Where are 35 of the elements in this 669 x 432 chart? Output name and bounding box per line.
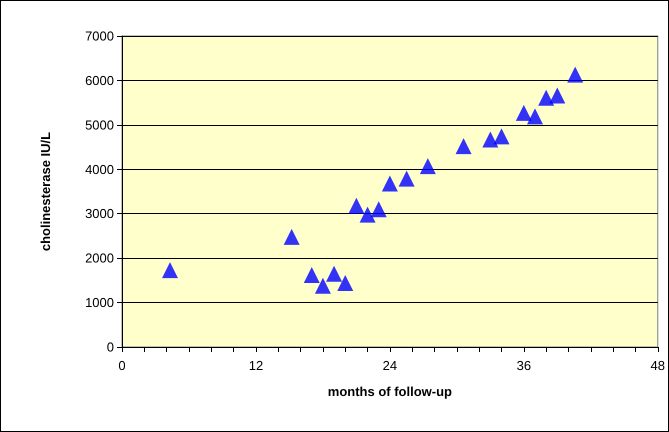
point [348,198,364,214]
x-tick-label: 0 [118,358,126,373]
y-tick-label: 5000 [85,117,114,132]
y-axis-title: cholinesterase IU/L [38,132,53,252]
y-tick-label: 6000 [85,72,114,88]
point [314,278,331,294]
x-tick-label: 24 [382,358,398,373]
point [398,170,415,187]
y-tick-label: 3000 [85,206,114,222]
point [482,132,498,148]
y-tick-label: 4000 [85,162,114,177]
point [516,104,532,121]
point [360,206,376,223]
point [456,138,472,154]
point [567,66,584,83]
x-tick-label: 36 [516,358,532,373]
point [526,108,543,124]
x-axis-title: months of follow-up [328,384,452,399]
point [304,267,320,284]
point [370,201,387,218]
point [549,88,566,104]
y-tick-label: 7000 [85,28,114,44]
point [326,266,342,282]
y-tick-label: 2000 [85,250,114,266]
point [162,262,178,278]
x-tick-label: 12 [248,358,264,373]
y-tick-label: 0 [106,340,114,354]
point [337,275,354,292]
point [538,90,554,106]
x-tick-label: 48 [650,358,666,373]
y-tick-label: 1000 [85,295,114,310]
point [420,158,436,174]
point [494,128,510,144]
point [284,228,300,245]
point [382,176,398,192]
